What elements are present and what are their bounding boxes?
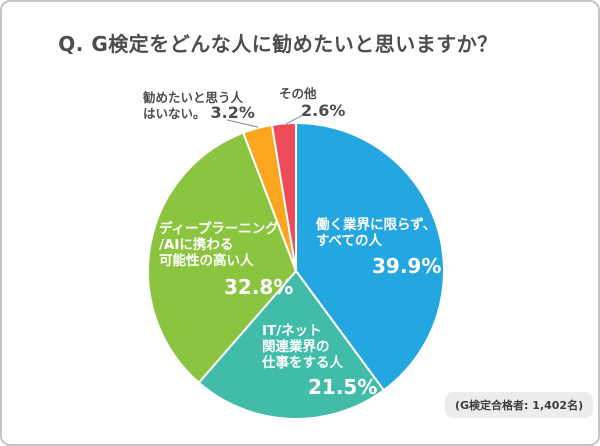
slice-label-deep-learning: ディープラーニング /AIに携わる 可能性の高い人 32.8% (159, 221, 293, 297)
slice-label-line: 関連業界の (262, 339, 330, 355)
outside-label-other: その他 2.6% (279, 86, 345, 119)
percent-value: 2.6% (301, 101, 346, 120)
percent-value: 21.5% (308, 375, 378, 399)
outside-label-no-one: 勧めたいと思う人 はいない。 3.2% (143, 90, 255, 121)
slice-label-line: すべての人 (316, 233, 383, 249)
outside-label-line: その他 (279, 86, 317, 101)
pie-chart (147, 122, 445, 420)
page-title: Q. G検定をどんな人に勧めたいと思いますか？ (58, 32, 498, 56)
slice-label-line: 仕事をする人 (262, 355, 343, 371)
pie-slice-deep-learning (147, 131, 297, 384)
slice-label-line: ディープラーニング (159, 221, 279, 237)
slice-label-line: IT/ネット (262, 323, 322, 339)
slice-label-it-net: IT/ネット 関連業界の 仕事をする人 21.5% (262, 323, 377, 397)
percent-value: 32.8% (224, 275, 294, 299)
pie-slice-it-net (197, 270, 385, 420)
slice-label-line: /AIに携わる (159, 237, 234, 253)
respondents-badge: (G検定合格者: 1,402名) (445, 392, 594, 418)
outside-label-line: はいない。 (143, 106, 206, 121)
percent-value: 39.9% (372, 254, 442, 278)
slice-label-all-people: 働く業界に限らず、 すべての人 39.9% (316, 217, 441, 276)
slice-label-line: 可能性の高い人 (159, 253, 254, 269)
pie-slice-all-people (295, 122, 445, 392)
outside-label-line: 勧めたいと思う人 (143, 90, 244, 105)
slice-label-line: 働く業界に限らず、 (316, 217, 437, 233)
percent-value: 3.2% (210, 103, 255, 122)
